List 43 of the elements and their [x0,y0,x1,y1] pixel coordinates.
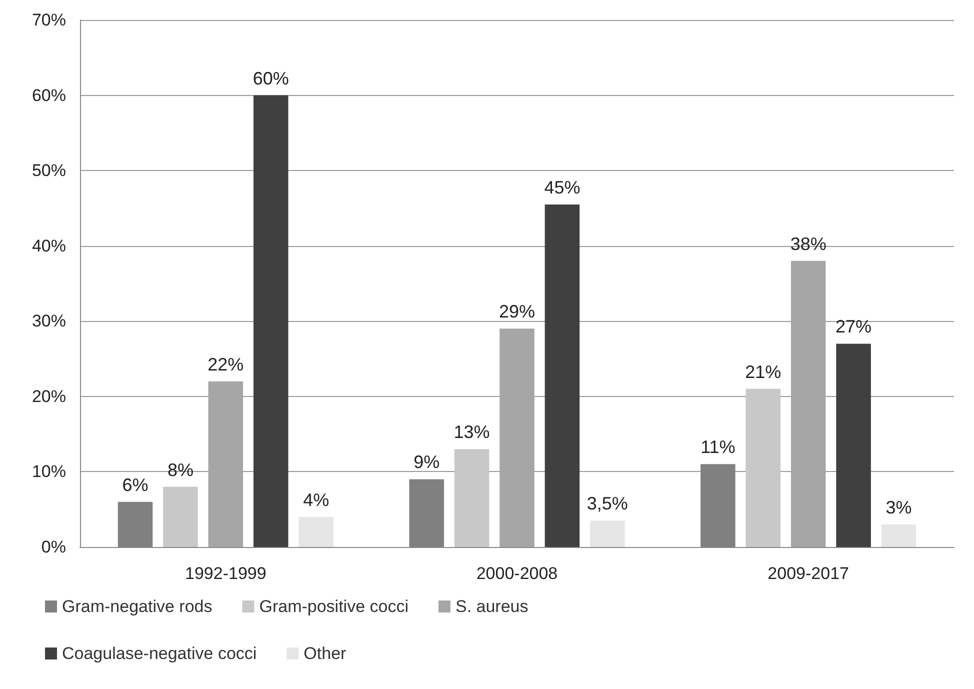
data-label: 3,5% [586,494,628,514]
y-tick-label: 60% [32,86,66,105]
y-tick-label: 40% [32,236,66,256]
x-tick-label: 2009-2017 [768,564,849,583]
data-label: 38% [790,234,826,254]
bar [163,486,198,547]
bar [790,260,826,547]
legend-label: Gram-negative rods [62,597,212,616]
y-tick-label: 0% [41,538,66,556]
data-label: 21% [745,362,782,382]
y-tick-label: 50% [32,161,66,180]
y-tick-label: 30% [32,312,66,331]
data-label: 8% [167,460,194,480]
bar [298,516,334,547]
bar [590,520,625,547]
data-label: 45% [544,177,580,198]
bar [500,328,534,547]
legend-label: S. aureus [455,597,528,616]
bar [454,449,490,547]
data-label: 11% [700,437,736,458]
bar [253,95,288,547]
data-label: 13% [454,422,490,442]
bar [544,204,580,547]
legend-label: Coagulase-negative cocci [62,644,257,663]
bar [746,388,781,547]
x-tick-label: 1992-1999 [185,564,266,583]
y-tick-label: 20% [32,386,66,406]
data-label: 29% [498,302,536,322]
data-label: 22% [208,354,244,374]
data-label: 9% [414,452,440,472]
data-label: 27% [836,316,872,337]
legend-label: Gram-positive cocci [259,597,408,616]
data-label: 3% [886,497,912,518]
y-tick-label: 70% [32,10,66,30]
bar [208,381,244,547]
bar [881,524,916,547]
data-label: 4% [303,490,330,510]
x-tick-label: 2000-2008 [476,564,558,583]
y-tick-label: 10% [32,462,66,482]
bar [836,344,871,547]
data-label: 6% [122,474,148,495]
data-label: 60% [252,68,289,88]
legend-label: Other [304,644,347,663]
